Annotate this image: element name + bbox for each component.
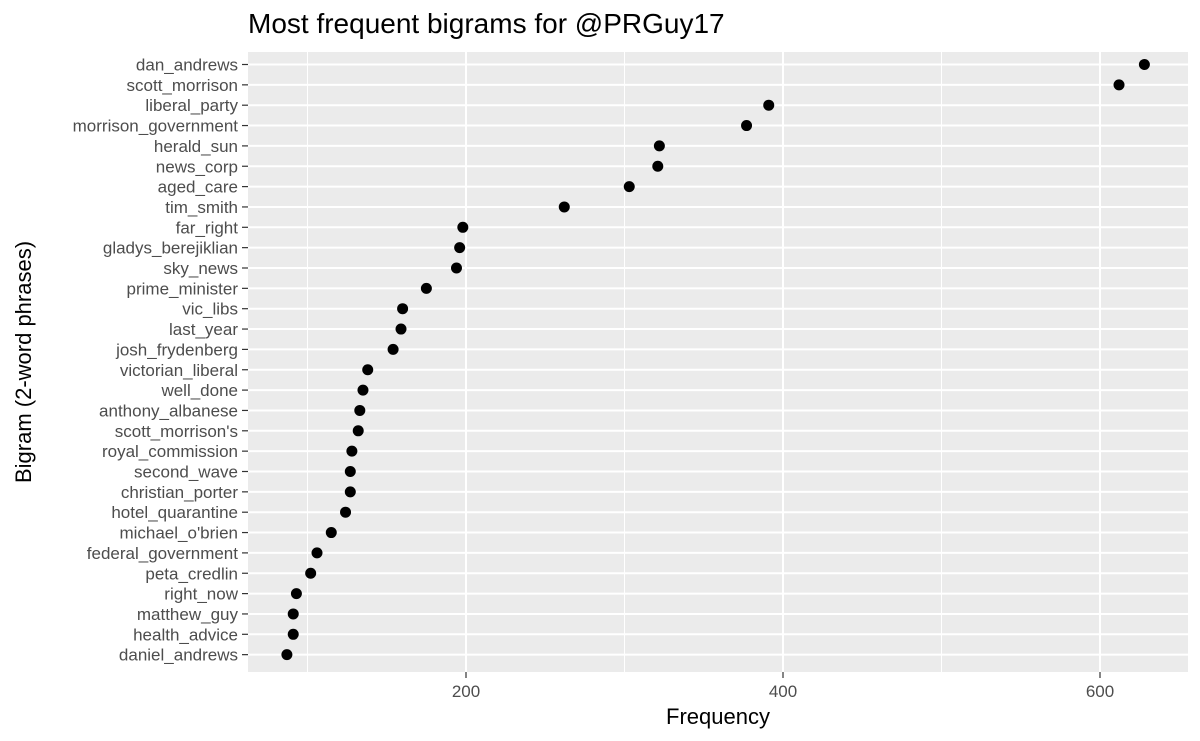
data-points [281,59,1150,661]
y-tick-label: last_year [169,320,238,339]
data-point [362,364,374,376]
y-tick-label: scott_morrison [127,76,238,95]
y-tick-label: federal_government [87,544,238,563]
data-point [558,201,570,213]
y-tick-label: news_corp [156,157,238,176]
data-point [287,628,299,640]
y-tick-label: aged_care [158,178,238,197]
data-point [623,181,635,193]
data-point [344,466,356,477]
x-axis-title: Frequency [666,704,770,729]
data-point [1113,79,1125,91]
y-tick-label: anthony_albanese [99,401,238,420]
y-axis-title: Bigram (2-word phrases) [11,241,36,483]
y-tick-label: herald_sun [154,137,238,156]
y-tick-label: well_done [160,381,238,400]
data-point [457,221,469,233]
y-tick-label: prime_minister [127,279,239,298]
data-point [387,343,399,355]
y-tick-label: christian_porter [121,483,239,502]
y-tick-label: vic_libs [182,300,238,319]
data-point [741,120,753,132]
y-tick-label: liberal_party [145,96,238,115]
data-point [763,99,775,111]
y-tick-label: gladys_berejiklian [103,239,238,258]
data-point [287,608,299,620]
plot-panel [248,52,1188,672]
data-point [450,262,462,274]
data-point [652,160,664,172]
data-point [454,242,466,254]
data-point [352,425,364,437]
data-point [346,445,358,457]
y-tick-label: health_advice [133,625,238,644]
x-tick-label: 600 [1086,682,1114,701]
y-axis: dan_andrewsscott_morrisonliberal_partymo… [73,56,248,665]
y-tick-label: hotel_quarantine [111,503,238,522]
y-tick-label: josh_frydenberg [115,340,238,359]
data-point [311,547,323,559]
y-tick-label: michael_o'brien [119,524,238,543]
data-point [325,527,337,539]
y-tick-label: daniel_andrews [119,646,238,665]
y-tick-label: peta_credlin [145,564,238,583]
data-point [354,404,366,416]
data-point [397,303,409,315]
data-point [420,282,432,294]
data-point [395,323,407,335]
x-axis: 200 400 600 [452,672,1114,701]
data-point [305,567,317,579]
y-tick-label: royal_commission [102,442,238,461]
y-tick-label: matthew_guy [137,605,239,624]
data-point [1138,59,1150,70]
y-tick-label: sky_news [163,259,238,278]
y-tick-label: victorian_liberal [120,361,238,380]
y-tick-label: tim_smith [165,198,238,217]
y-tick-label: scott_morrison's [115,422,238,441]
y-tick-label: far_right [176,218,239,237]
y-tick-label: morrison_government [73,117,239,136]
data-point [281,649,293,661]
data-point [653,140,665,152]
y-tick-label: dan_andrews [136,56,238,75]
data-point [344,486,356,498]
y-tick-label: second_wave [134,463,238,482]
x-tick-label: 200 [452,682,480,701]
data-point [340,506,352,518]
grid-lines [248,52,1188,672]
data-point [290,588,302,600]
data-point [357,384,369,396]
x-tick-label: 400 [769,682,797,701]
chart-title: Most frequent bigrams for @PRGuy17 [248,8,725,39]
y-tick-label: right_now [164,585,238,604]
